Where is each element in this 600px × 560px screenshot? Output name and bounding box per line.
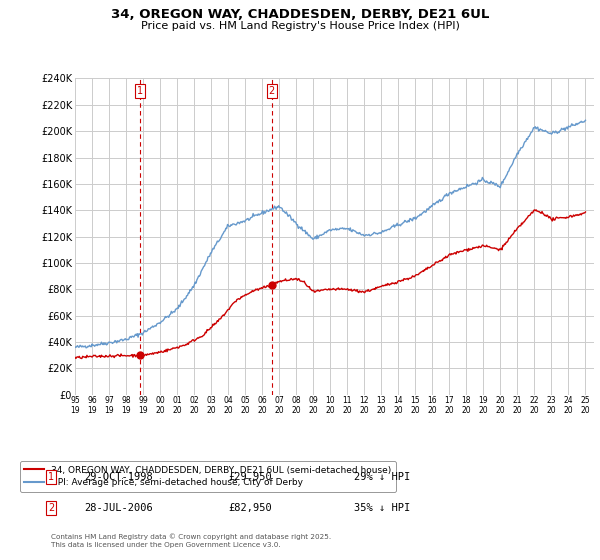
Text: 34, OREGON WAY, CHADDESDEN, DERBY, DE21 6UL: 34, OREGON WAY, CHADDESDEN, DERBY, DE21 … [111, 8, 489, 21]
Text: 1: 1 [48, 472, 54, 482]
Text: £82,950: £82,950 [228, 503, 272, 513]
Text: 2: 2 [269, 86, 275, 96]
Text: £29,950: £29,950 [228, 472, 272, 482]
Text: 29% ↓ HPI: 29% ↓ HPI [354, 472, 410, 482]
Text: 2: 2 [48, 503, 54, 513]
Legend: 34, OREGON WAY, CHADDESDEN, DERBY, DE21 6UL (semi-detached house), HPI: Average : 34, OREGON WAY, CHADDESDEN, DERBY, DE21 … [20, 461, 396, 492]
Text: 28-JUL-2006: 28-JUL-2006 [84, 503, 153, 513]
Text: 1: 1 [137, 86, 143, 96]
Text: Contains HM Land Registry data © Crown copyright and database right 2025.
This d: Contains HM Land Registry data © Crown c… [51, 533, 331, 548]
Text: 29-OCT-1998: 29-OCT-1998 [84, 472, 153, 482]
Text: 35% ↓ HPI: 35% ↓ HPI [354, 503, 410, 513]
Text: Price paid vs. HM Land Registry's House Price Index (HPI): Price paid vs. HM Land Registry's House … [140, 21, 460, 31]
